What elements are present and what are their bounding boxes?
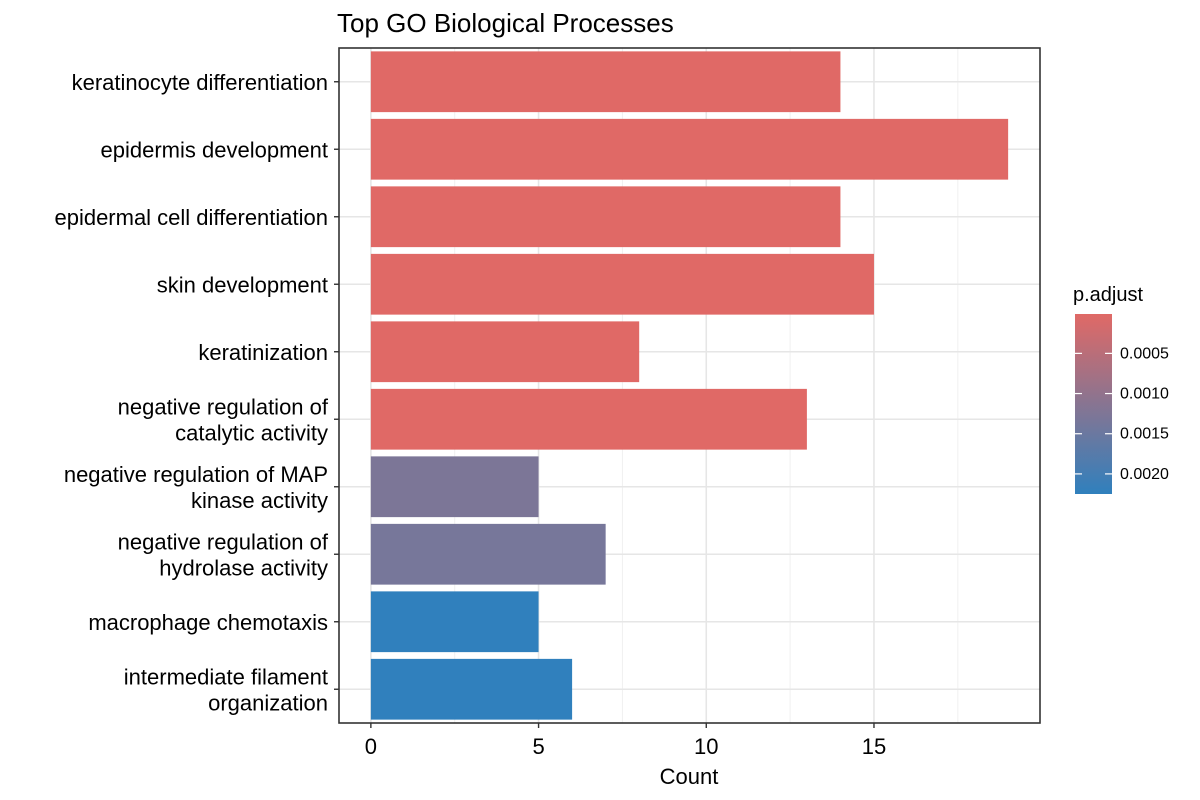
bar-8 [370, 523, 606, 585]
bar-7 [370, 456, 539, 518]
bar-6 [370, 388, 807, 450]
bar-2 [370, 118, 1009, 180]
x-axis-title: Count [660, 764, 719, 789]
bar-5 [370, 321, 640, 383]
bar-10 [370, 658, 573, 720]
y-tick-label: keratinocyte differentiation [72, 70, 328, 95]
bar-1 [370, 51, 841, 113]
y-tick-label: keratinization [198, 340, 328, 365]
x-tick-label: 15 [862, 734, 886, 759]
x-tick-label: 5 [532, 734, 544, 759]
colorbar-tick-label: 0.0005 [1120, 345, 1169, 362]
colorbar-tick-label: 0.0020 [1120, 466, 1169, 483]
x-tick-label: 0 [365, 734, 377, 759]
y-tick-label: negative regulation of catalytic activity [118, 394, 329, 445]
colorbar-tick-label: 0.0015 [1120, 426, 1169, 443]
plot-panel: keratinocyte differentiation epidermis de… [54, 47, 1041, 759]
colorbar-legend: p.adjust 0.0005 0.0010 0.0015 0.0020 [1073, 284, 1169, 494]
bar-4 [370, 253, 874, 315]
colorbar [1075, 314, 1112, 494]
y-tick-label: macrophage chemotaxis [88, 610, 328, 635]
colorbar-tick-label: 0.0010 [1120, 386, 1169, 403]
y-tick-label: negative regulation of MAP kinase activit… [64, 462, 328, 513]
y-tick-label: epidermis development [101, 137, 328, 162]
y-tick-label: intermediate filament organization [124, 664, 328, 715]
bar-3 [370, 186, 841, 248]
x-tick-label: 10 [694, 734, 718, 759]
bar-9 [370, 591, 539, 653]
y-tick-label: epidermal cell differentiation [54, 205, 328, 230]
legend-title: p.adjust [1073, 284, 1143, 306]
y-tick-label: negative regulation of hydrolase activity [118, 529, 329, 580]
plot-border [338, 47, 1041, 724]
y-tick-label: skin development [157, 272, 328, 297]
chart-title: Top GO Biological Processes [337, 8, 674, 38]
